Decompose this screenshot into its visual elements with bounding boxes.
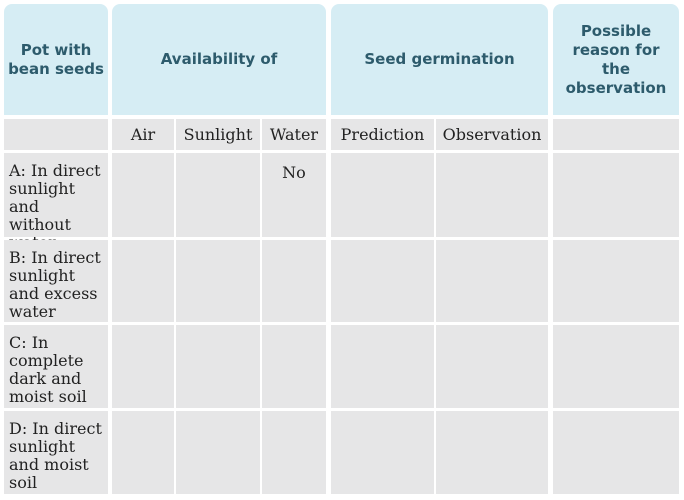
empty-cell xyxy=(262,411,326,494)
empty-cell xyxy=(436,325,548,408)
empty-cell xyxy=(553,240,679,322)
empty-cell xyxy=(176,240,260,322)
row-label: A: In direct sunlight and without water xyxy=(4,153,108,252)
empty-cell xyxy=(436,411,548,494)
empty-cell xyxy=(262,240,326,322)
empty-cell xyxy=(436,153,548,237)
sub-header-blank xyxy=(4,119,108,150)
sub-header: Sunlight xyxy=(176,119,260,150)
empty-cell xyxy=(331,325,434,408)
empty-cell xyxy=(553,153,679,237)
empty-cell xyxy=(436,240,548,322)
sub-header: Observation xyxy=(436,119,548,150)
empty-cell xyxy=(553,325,679,408)
empty-cell xyxy=(331,240,434,322)
empty-cell xyxy=(331,411,434,494)
empty-cell xyxy=(331,153,434,237)
empty-cell xyxy=(112,325,174,408)
empty-cell xyxy=(112,153,174,237)
row-label: C: In complete dark and moist soil xyxy=(4,325,108,408)
column-header: Possible reason for the observation xyxy=(553,4,679,115)
empty-cell xyxy=(176,411,260,494)
empty-cell xyxy=(262,325,326,408)
column-header: Pot with bean seeds xyxy=(4,4,108,115)
empty-cell xyxy=(112,240,174,322)
sub-header: Water xyxy=(262,119,326,150)
sub-header: Prediction xyxy=(331,119,434,150)
sub-header: Air xyxy=(112,119,174,150)
cell-value: No xyxy=(262,153,326,237)
column-header: Seed germination xyxy=(331,4,548,115)
row-label: B: In direct sunlight and excess water xyxy=(4,240,108,322)
sub-header-blank xyxy=(553,119,679,150)
empty-cell xyxy=(176,325,260,408)
empty-cell xyxy=(553,411,679,494)
empty-cell xyxy=(176,153,260,237)
row-label: D: In direct sunlight and moist soil xyxy=(4,411,108,494)
empty-cell xyxy=(112,411,174,494)
column-header: Availability of xyxy=(112,4,326,115)
